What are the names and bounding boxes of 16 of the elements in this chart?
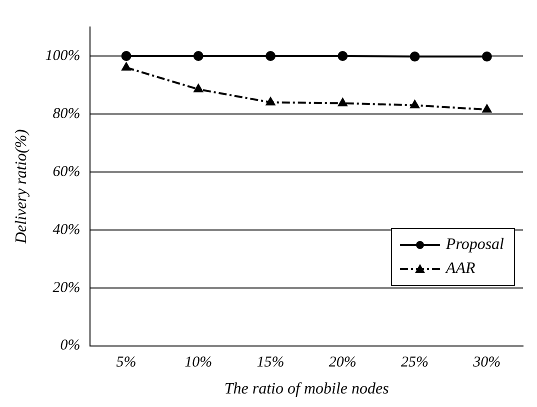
x-tick-label: 5% <box>116 354 136 371</box>
x-tick-label: 20% <box>328 354 356 371</box>
y-tick-label: 0% <box>60 338 80 354</box>
x-tick-label: 25% <box>401 354 429 371</box>
y-tick-label: 20% <box>52 280 80 296</box>
x-tick-label: 10% <box>184 354 212 371</box>
y-tick-label: 80% <box>52 106 80 122</box>
y-axis-title: Delivery ratio(%) <box>12 129 30 244</box>
x-tick-label: 30% <box>472 354 501 371</box>
x-tick-label: 15% <box>256 354 284 371</box>
y-tick-label: 100% <box>45 48 80 64</box>
y-tick-label: 60% <box>52 164 80 180</box>
y-tick-label: 40% <box>52 222 80 238</box>
x-axis-title: The ratio of mobile nodes <box>224 380 389 398</box>
legend-label: AAR <box>446 260 476 278</box>
legend-label: Proposal <box>446 236 504 254</box>
